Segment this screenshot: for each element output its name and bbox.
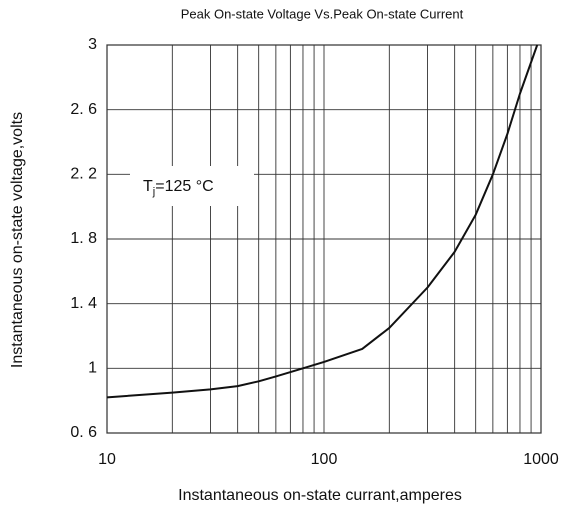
y-tick-label: 1 bbox=[88, 360, 97, 377]
y-axis-label: Instantaneous on-state voltage,volts bbox=[9, 112, 26, 368]
annotation-main: T bbox=[143, 178, 153, 195]
annotation-sub: j bbox=[152, 186, 155, 198]
x-tick-label: 1000 bbox=[523, 451, 559, 468]
y-tick-label: 1. 8 bbox=[70, 230, 97, 247]
x-tick-label: 100 bbox=[311, 451, 338, 468]
y-tick-label: 2. 6 bbox=[70, 101, 97, 118]
annotation-rest: =125 °C bbox=[155, 178, 213, 195]
y-tick-label: 3 bbox=[88, 36, 97, 53]
y-tick-label: 2. 2 bbox=[70, 166, 97, 183]
annotation: Tj=125 °C bbox=[143, 178, 214, 198]
data-line bbox=[106, 44, 539, 399]
y-tick-label: 1. 4 bbox=[70, 295, 97, 312]
x-axis-label: Instantaneous on-state currant,amperes bbox=[178, 487, 462, 504]
plot-area: 0. 6 1 1. 4 1. 8 2. 2 2. 6 3 10 100 1000 bbox=[70, 36, 559, 468]
chart-title: Peak On-state Voltage Vs.Peak On-state C… bbox=[181, 6, 464, 21]
annotation-box bbox=[130, 166, 254, 206]
y-tick-label: 0. 6 bbox=[70, 424, 97, 441]
x-tick-label: 10 bbox=[98, 451, 116, 468]
